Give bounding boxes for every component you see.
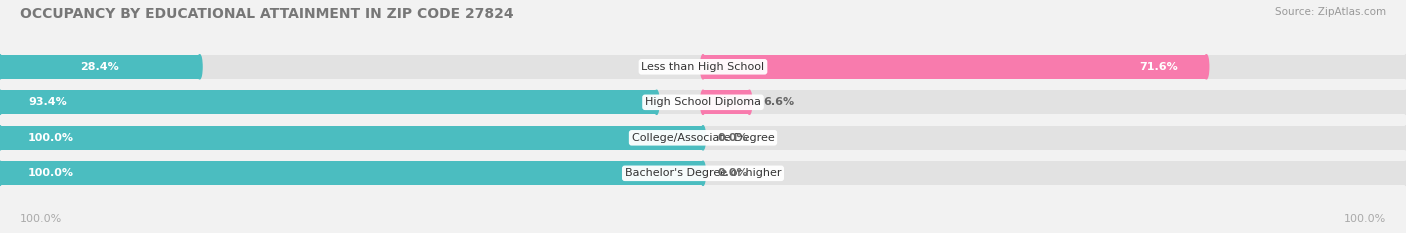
Circle shape	[0, 90, 3, 114]
Circle shape	[197, 55, 202, 79]
Text: College/Associate Degree: College/Associate Degree	[631, 133, 775, 143]
Circle shape	[0, 161, 3, 185]
Circle shape	[654, 90, 659, 114]
Bar	[703, 55, 1206, 79]
Bar	[0, 126, 703, 150]
Text: 28.4%: 28.4%	[80, 62, 120, 72]
Circle shape	[0, 161, 3, 185]
Text: Source: ZipAtlas.com: Source: ZipAtlas.com	[1275, 7, 1386, 17]
Text: 93.4%: 93.4%	[28, 97, 67, 107]
Bar	[0, 55, 1406, 79]
Circle shape	[1403, 90, 1406, 114]
Bar	[0, 161, 703, 185]
Bar	[0, 126, 1406, 150]
Circle shape	[700, 161, 706, 185]
Text: 100.0%: 100.0%	[28, 133, 75, 143]
Circle shape	[0, 126, 3, 150]
Text: OCCUPANCY BY EDUCATIONAL ATTAINMENT IN ZIP CODE 27824: OCCUPANCY BY EDUCATIONAL ATTAINMENT IN Z…	[20, 7, 513, 21]
Circle shape	[700, 90, 706, 114]
Bar	[0, 161, 1406, 185]
Text: High School Diploma: High School Diploma	[645, 97, 761, 107]
Circle shape	[0, 90, 3, 114]
Circle shape	[0, 55, 3, 79]
Circle shape	[1403, 161, 1406, 185]
Text: 71.6%: 71.6%	[1139, 62, 1178, 72]
Text: 100.0%: 100.0%	[20, 214, 62, 224]
Circle shape	[747, 90, 752, 114]
Text: 100.0%: 100.0%	[28, 168, 75, 178]
Bar	[703, 90, 749, 114]
Circle shape	[0, 126, 3, 150]
Text: 6.6%: 6.6%	[763, 97, 794, 107]
Circle shape	[1403, 126, 1406, 150]
Circle shape	[700, 55, 706, 79]
Circle shape	[1403, 55, 1406, 79]
Bar	[0, 90, 657, 114]
Circle shape	[0, 55, 3, 79]
Text: Less than High School: Less than High School	[641, 62, 765, 72]
Bar	[0, 55, 200, 79]
Text: 0.0%: 0.0%	[717, 133, 748, 143]
Text: Bachelor's Degree or higher: Bachelor's Degree or higher	[624, 168, 782, 178]
Text: 100.0%: 100.0%	[1344, 214, 1386, 224]
Bar	[0, 90, 1406, 114]
Circle shape	[1204, 55, 1209, 79]
Text: 0.0%: 0.0%	[717, 168, 748, 178]
Circle shape	[700, 126, 706, 150]
